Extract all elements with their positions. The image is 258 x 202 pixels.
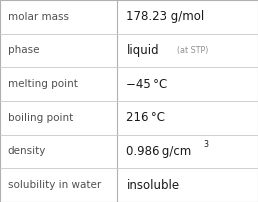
Text: melting point: melting point bbox=[8, 79, 78, 89]
Text: 178.23 g/mol: 178.23 g/mol bbox=[126, 10, 205, 23]
Text: (at STP): (at STP) bbox=[177, 46, 208, 55]
Text: solubility in water: solubility in water bbox=[8, 180, 101, 190]
Text: molar mass: molar mass bbox=[8, 12, 69, 22]
Text: 216 °C: 216 °C bbox=[126, 111, 165, 124]
Text: insoluble: insoluble bbox=[126, 179, 180, 192]
Text: phase: phase bbox=[8, 45, 39, 56]
Text: liquid: liquid bbox=[126, 44, 159, 57]
Text: 3: 3 bbox=[204, 140, 209, 149]
Text: 0.986 g/cm: 0.986 g/cm bbox=[126, 145, 192, 158]
Text: density: density bbox=[8, 146, 46, 157]
Text: boiling point: boiling point bbox=[8, 113, 73, 123]
Text: −45 °C: −45 °C bbox=[126, 78, 168, 91]
